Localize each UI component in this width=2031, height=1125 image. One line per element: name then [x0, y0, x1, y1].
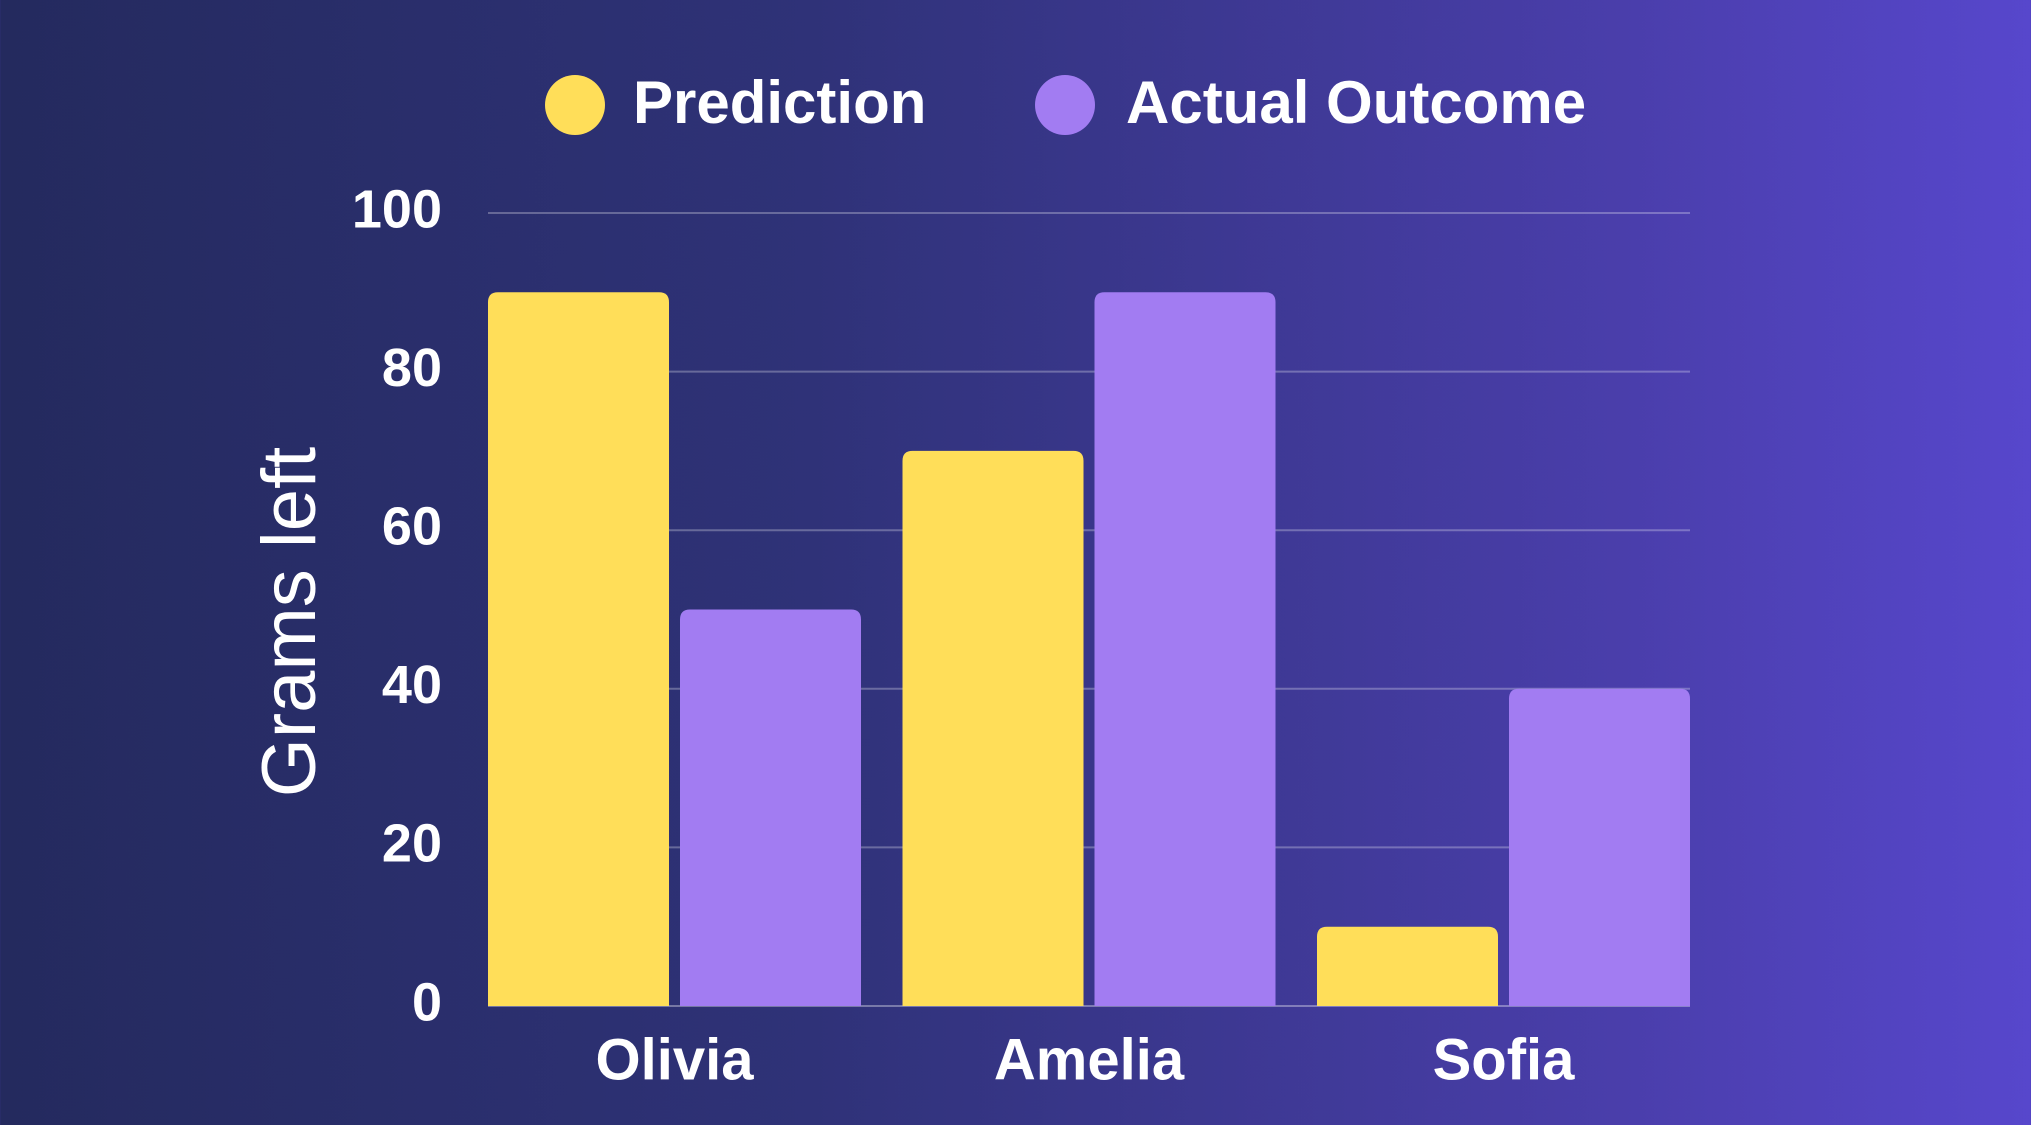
x-tick-label: Amelia: [994, 1027, 1185, 1092]
legend: Prediction Actual Outcome: [545, 69, 1586, 136]
x-tick-label: Sofia: [1433, 1027, 1576, 1092]
legend-marker-prediction: [545, 75, 605, 135]
bar-actual-outcome-sofia: [1509, 688, 1690, 1006]
bar-actual-outcome-olivia: [680, 609, 861, 1006]
y-tick-label: 20: [382, 814, 442, 874]
y-axis-ticks: 0 20 40 60 80 100: [352, 179, 442, 1032]
y-tick-label: 80: [382, 338, 442, 398]
bars: [488, 292, 1690, 1006]
bar-prediction-sofia: [1317, 926, 1498, 1006]
legend-label: Actual Outcome: [1126, 69, 1586, 136]
y-axis-label: Grams left: [247, 447, 332, 798]
y-tick-label: 40: [382, 655, 442, 715]
x-axis-ticks: Olivia Amelia Sofia: [596, 1027, 1576, 1092]
bar-prediction-olivia: [488, 292, 669, 1006]
legend-marker-actual-outcome: [1035, 75, 1095, 135]
y-tick-label: 60: [382, 496, 442, 556]
bar-prediction-amelia: [902, 450, 1084, 1006]
y-tick-label: 0: [412, 972, 442, 1032]
y-tick-label: 100: [352, 179, 442, 239]
legend-label: Prediction: [633, 69, 926, 136]
bar-actual-outcome-amelia: [1094, 292, 1276, 1006]
x-tick-label: Olivia: [596, 1027, 755, 1092]
